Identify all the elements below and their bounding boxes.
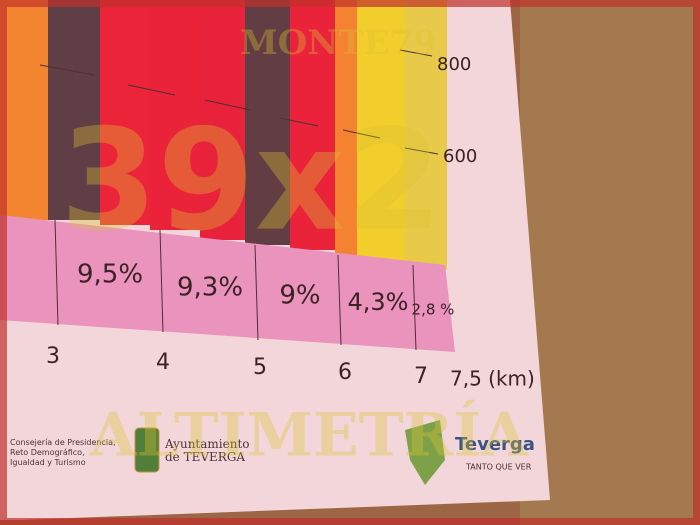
- grass: [520, 0, 700, 525]
- divider: [39, 64, 96, 76]
- column: [150, 0, 200, 230]
- gradient-label: 9,5%: [77, 260, 143, 290]
- watermark-bottom: ALTIMETRÍA: [89, 400, 529, 471]
- column: [335, 0, 357, 258]
- divider: [204, 99, 251, 111]
- dividers: [39, 49, 439, 351]
- column: [357, 0, 405, 265]
- watermark-top: MONTE79: [240, 23, 437, 63]
- gradient-label: 9,3%: [177, 273, 243, 303]
- coat-of-arms: [134, 427, 160, 473]
- km-label: 5: [253, 355, 267, 380]
- town-hall-text: Ayuntamiento de TEVERGA: [165, 438, 250, 464]
- slogan: TANTO QUE VER: [465, 463, 532, 472]
- council-text: Consejería de Presidencia, Reto Demográf…: [10, 438, 116, 467]
- watermark: MONTE79 39x2 ALTIMETRÍA: [60, 23, 529, 471]
- watermark-middle: 39x2: [60, 100, 443, 263]
- gradient-label: 2,8 %: [412, 301, 455, 319]
- divider: [127, 84, 176, 96]
- elevation-label: 800: [437, 54, 471, 75]
- council-box: Consejería de Presidencia, Reto Demográf…: [10, 438, 116, 467]
- divider: [337, 254, 342, 346]
- divider: [54, 219, 59, 326]
- km-label: 7,5 (km): [450, 367, 535, 391]
- column: [405, 0, 447, 270]
- gradient-label: 4,3%: [348, 288, 409, 316]
- divider: [342, 129, 381, 139]
- teverga-logo: [405, 420, 445, 485]
- column: [100, 0, 150, 225]
- km-label: 7: [414, 364, 428, 389]
- km-label: 3: [46, 344, 60, 369]
- divider: [404, 147, 439, 155]
- divider: [254, 244, 259, 341]
- town-hall-box: Ayuntamiento de TEVERGA: [165, 438, 250, 464]
- column: [245, 0, 290, 245]
- divider: [279, 117, 319, 127]
- column: [48, 0, 100, 220]
- column: [200, 0, 245, 240]
- elevation-columns: [0, 0, 447, 270]
- divider: [399, 49, 433, 57]
- divider: [159, 229, 164, 333]
- elevation-label: 600: [443, 146, 477, 167]
- brand: Teverga: [455, 434, 535, 455]
- km-label: 6: [338, 360, 352, 385]
- gradient-label: 9%: [279, 281, 320, 311]
- km-label: 4: [156, 350, 170, 375]
- divider: [412, 264, 417, 351]
- gradient-band: [0, 215, 455, 352]
- column: [0, 0, 48, 220]
